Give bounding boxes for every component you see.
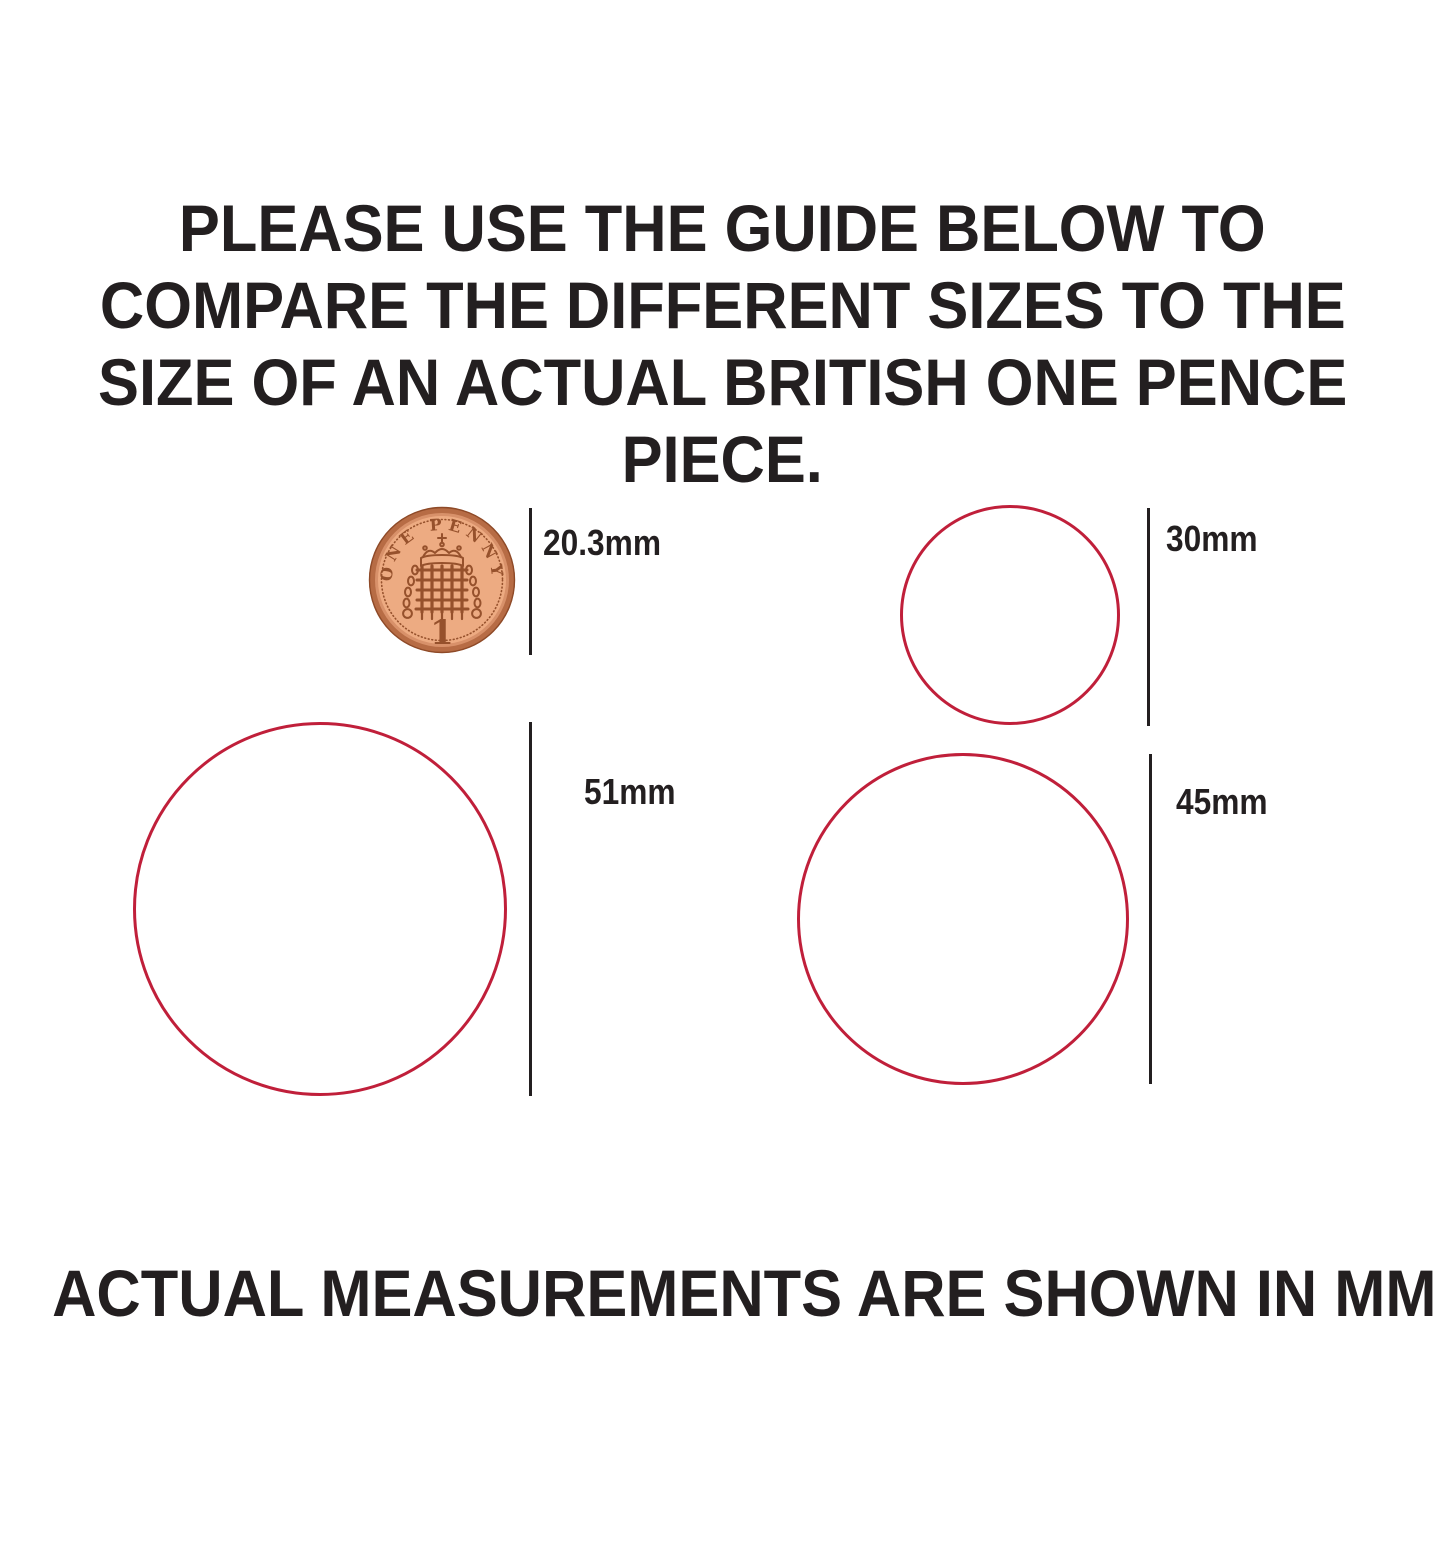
chain-shackle — [402, 608, 413, 619]
size-label-30mm: 30mm — [1166, 518, 1258, 559]
crown-pearl — [456, 545, 462, 551]
measure-line-penny — [529, 508, 532, 655]
coin-rim-edge — [368, 506, 516, 654]
heading-line-2: COMPARE THE DIFFERENT SIZES TO THE — [99, 268, 1346, 342]
chain-link — [402, 597, 411, 609]
crown-pearl — [439, 541, 445, 548]
size-label-51mm: 51mm — [584, 771, 676, 812]
coin-dotted-ring — [380, 518, 504, 642]
portcullis-spikes — [420, 610, 464, 621]
size-circle-30mm — [900, 505, 1120, 725]
chain-link — [465, 564, 473, 576]
footer-note: ACTUAL MEASUREMENTS ARE SHOWN IN MM — [52, 1256, 1437, 1330]
heading-line-1: PLEASE USE THE GUIDE BELOW TO — [179, 191, 1266, 265]
crown-arches — [422, 548, 462, 558]
one-penny-coin: ONE PENNY 1 — [368, 506, 516, 654]
chain-link — [469, 575, 477, 587]
chain-link — [472, 586, 480, 598]
measure-line-51mm — [529, 722, 532, 1096]
measure-line-30mm — [1147, 508, 1150, 726]
measure-line-45mm — [1149, 754, 1152, 1084]
size-circle-45mm — [797, 753, 1129, 1085]
heading-line-4: PIECE. — [621, 422, 824, 496]
size-circle-51mm — [133, 722, 507, 1096]
page-title: PLEASE USE THE GUIDE BELOW TO COMPARE TH… — [0, 190, 1445, 498]
coin-denomination: 1 — [430, 613, 454, 653]
portcullis-bars-horizontal — [414, 568, 470, 611]
heading-line-3: SIZE OF AN ACTUAL BRITISH ONE PENCE — [97, 345, 1348, 419]
crown-pearl — [422, 545, 428, 551]
chain-link — [411, 564, 419, 576]
chain-link — [473, 597, 482, 609]
portcullis-emblem — [402, 533, 482, 621]
crown-cross — [437, 533, 447, 543]
chain-link — [407, 575, 415, 587]
size-label-penny: 20.3mm — [543, 522, 662, 563]
chain-link — [404, 586, 412, 598]
chain-shackle — [471, 608, 482, 619]
size-label-45mm: 45mm — [1176, 781, 1268, 822]
crown-band — [420, 554, 464, 567]
